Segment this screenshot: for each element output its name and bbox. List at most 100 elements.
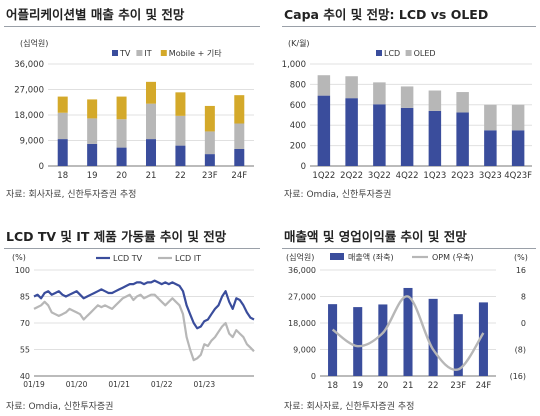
bar-segment [400,86,414,108]
bar [453,314,463,376]
y-tick-label: 36,000 [14,60,44,70]
legend-swatch [405,50,412,56]
x-tick-label: 3Q22 [368,171,391,181]
x-tick-label: 01/22 [151,380,173,389]
y-tick-label-left: 36,000 [288,266,316,275]
bar-segment [116,96,127,120]
y-tick-label: 40 [20,372,30,381]
y-tick-label: 800 [290,80,306,90]
source-note: 자료: Omdia, 신한투자증권 [6,402,114,412]
bar-segment [234,95,245,124]
bar-segment [87,99,98,119]
panel-title: 어플리케이션별 매출 추이 및 전망 [4,4,260,27]
bar-segment [87,118,98,144]
stacked-bar-chart-app-revenue: (십억원) 0 9,000 18,000 27,000 36,000 18 19 20 21 22 2… [14,38,254,181]
bar-segment [234,149,245,166]
bar-segment [456,92,469,113]
bar [378,304,388,376]
y-tick-label-left: 0 [311,372,316,381]
bar-segment [317,95,331,166]
bar-segment [145,81,157,104]
bar-segment [175,145,186,166]
series-line [33,293,255,362]
x-tick-label: 24F [231,171,247,181]
bar-segment [400,107,414,166]
legend-label: LCD [384,49,400,58]
series-line-opm [331,295,485,372]
legend-swatch [112,50,118,56]
y-tick-label-right: (16) [510,372,526,381]
bar-segment [204,154,215,166]
x-tick-label: 01/23 [194,380,216,389]
legend-label: 매출액 (좌축) [348,252,394,262]
legend-label: Mobile + 기타 [169,49,222,58]
x-tick-label: 23F [450,381,466,391]
bar-segment [234,123,245,149]
bar-segment [428,110,442,166]
x-tick-label: 24F [476,381,492,391]
bar [328,304,338,376]
bar-segment [511,104,525,131]
bar-segment [204,105,215,132]
y-axis-unit: (%) [12,253,26,262]
y-tick-label: 27,000 [14,86,44,96]
y-tick-label: 9,000 [20,137,44,147]
x-tick-label: 19 [352,381,363,391]
y-tick-label-right: 8 [521,293,526,302]
y-tick-label-right: 0 [521,319,526,328]
bar-segment [116,119,127,148]
bar-segment [204,131,215,155]
bar-segment [116,147,127,166]
y-tick-label: 0 [301,162,306,172]
legend-swatch [136,50,143,56]
x-tick-label: 01/19 [23,380,45,389]
bar-segment [511,130,525,166]
x-tick-label: 2Q23 [451,171,474,181]
bar-segment [345,98,358,166]
x-tick-label: 21 [403,381,414,391]
panel-utilization: LCD TV 및 IT 제품 가동률 추이 및 전망 (%) 40 55 70 85 10… [4,226,260,414]
y-tick-label: 0 [39,162,44,172]
legend-swatch [376,50,382,56]
source-note: 자료: 회사자료, 신한투자증권 추정 [6,190,137,200]
stacked-bar-chart-capa: (K/월) 0 200 400 600 800 1,000 1Q22 2Q22 3Q22 4Q22 1… [282,38,532,181]
legend-label: IT [144,49,151,58]
bar-segment [373,104,386,166]
source-note: 자료: Omdia, 신한투자증권 [284,190,392,200]
panel-title: Capa 추이 및 전망: LCD vs OLED [282,4,536,27]
x-tick-label: 3Q23 [479,171,502,181]
x-tick-label: 2Q22 [340,171,363,181]
legend-label: LCD TV [113,254,143,263]
bar-segment [484,104,497,131]
legend-label: TV [119,49,131,58]
x-tick-label: 18 [57,171,68,181]
panel-revenue-opm: 매출액 및 영업이익률 추이 및 전망 (십억원) (%) 0 (16) 9,000 (8… [282,226,536,414]
y-tick-label: 400 [290,121,306,131]
bar-segment [87,143,98,166]
legend-label: OPM (우축) [432,253,474,262]
bar-segment [145,103,157,140]
x-tick-label: 4Q22 [396,171,419,181]
bar-segment [145,139,157,166]
y-tick-label-left: 9,000 [293,346,316,355]
x-tick-label: 1Q23 [423,171,446,181]
legend-swatch [330,253,344,260]
x-tick-label: 18 [327,381,338,391]
legend-swatch [160,50,167,56]
panel-title: 매출액 및 영업이익률 추이 및 전망 [282,226,536,249]
x-tick-label: 22 [428,381,439,391]
combo-chart-revenue-opm: (십억원) (%) 0 (16) 9,000 (8) 18,000 0 27,000 8 36,00… [286,252,528,391]
x-tick-label: 01/20 [66,380,88,389]
y-tick-label-right: 16 [516,266,526,275]
bar [353,307,363,376]
panel-title: LCD TV 및 IT 제품 가동률 추이 및 전망 [4,226,260,249]
legend-label: LCD IT [175,254,201,263]
y-tick-label: 1,000 [282,60,306,70]
bar [403,287,413,376]
x-tick-label: 22 [175,171,186,181]
y-tick-label: 55 [20,346,30,355]
bar-segment [373,82,386,105]
bar-segment [317,75,331,96]
y-tick-label: 600 [290,101,306,111]
bar-segment [57,96,68,113]
